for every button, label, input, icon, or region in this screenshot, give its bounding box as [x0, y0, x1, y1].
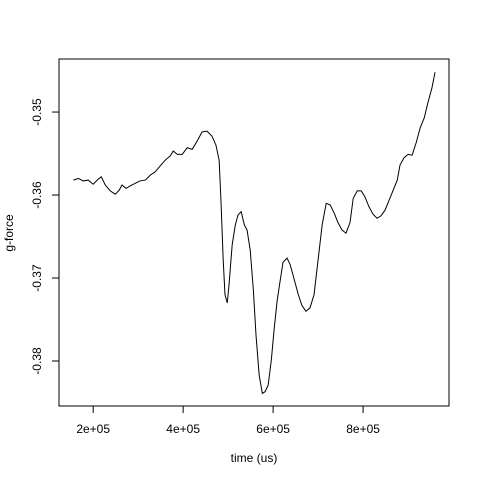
- y-axis-title: g-force: [2, 214, 16, 252]
- y-tick-label: -0.35: [30, 98, 44, 126]
- x-tick-label: 4e+05: [166, 422, 200, 436]
- y-tick-label: -0.36: [30, 181, 44, 209]
- x-tick-label: 2e+05: [76, 422, 110, 436]
- y-tick-label: -0.37: [30, 264, 44, 292]
- x-axis-title: time (us): [231, 451, 278, 465]
- x-tick-label: 8e+05: [346, 422, 380, 436]
- x-tick-label: 6e+05: [256, 422, 290, 436]
- plot-box: [58, 58, 450, 407]
- data-line: [73, 72, 436, 395]
- y-tick-label: -0.38: [30, 347, 44, 375]
